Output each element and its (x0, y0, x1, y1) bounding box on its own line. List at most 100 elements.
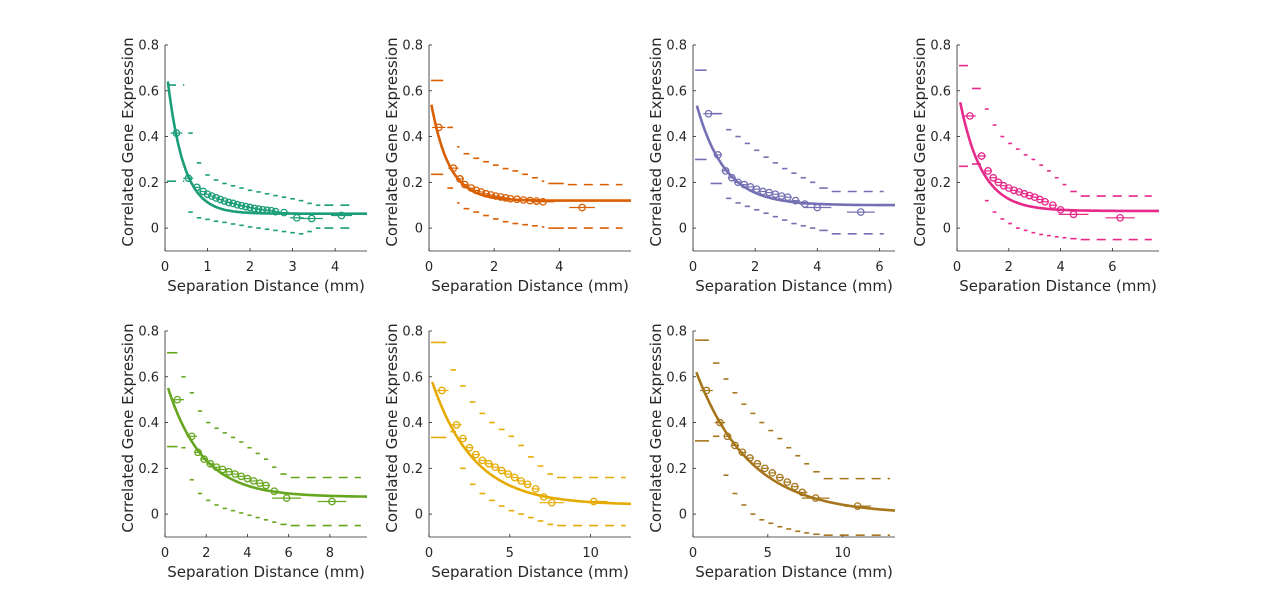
x-axis-label: Separation Distance (mm) (431, 563, 629, 581)
y-axis-label: Correlated Gene Expression (647, 323, 665, 532)
x-axis-label: Separation Distance (mm) (167, 563, 365, 581)
data-point (187, 432, 196, 441)
series-group (695, 69, 895, 235)
data-point (241, 202, 250, 211)
data-point (768, 469, 777, 477)
x-tick-label: 2 (202, 546, 210, 561)
series-group (695, 339, 895, 536)
x-axis-label: Separation Distance (mm) (959, 277, 1157, 295)
x-tick-label: 8 (326, 546, 334, 561)
data-point (460, 180, 469, 189)
data-point (220, 197, 229, 205)
data-point (539, 197, 547, 206)
x-tick-label: 10 (582, 546, 599, 561)
y-tick-label: 0 (679, 222, 687, 237)
data-point (775, 473, 784, 482)
data-point (434, 123, 443, 132)
data-point (1020, 189, 1029, 198)
x-axis-label: Separation Distance (mm) (695, 563, 893, 581)
data-point (1048, 201, 1057, 210)
data-point (727, 173, 736, 182)
data-point (307, 214, 316, 223)
data-point (491, 192, 500, 200)
data-point (484, 459, 493, 468)
fit-curve (430, 104, 631, 202)
y-tick-label: 0.4 (930, 130, 951, 145)
x-tick-label: 2 (751, 260, 759, 275)
data-point (723, 432, 732, 441)
y-tick-label: 0.2 (138, 176, 159, 191)
fit-curve (166, 387, 367, 498)
data-point (212, 194, 220, 202)
data-point (203, 190, 212, 199)
data-point (496, 193, 505, 201)
data-point (200, 455, 209, 464)
data-point (977, 152, 986, 160)
data-point (477, 188, 485, 196)
data-point (478, 456, 487, 465)
data-point (246, 203, 254, 212)
data-point (966, 112, 974, 120)
data-point (791, 196, 800, 205)
data-point (206, 459, 215, 468)
data-point (731, 441, 739, 450)
x-tick-label: 2 (246, 260, 254, 275)
y-tick-label: 0 (943, 222, 951, 237)
y-tick-label: 0.4 (666, 130, 687, 145)
data-point (216, 195, 225, 204)
y-axis-label: Correlated Gene Expression (383, 323, 401, 532)
data-point (193, 183, 201, 192)
data-point (465, 443, 474, 452)
x-tick-label: 3 (288, 260, 296, 275)
data-point (783, 478, 792, 486)
y-tick-label: 0 (415, 508, 423, 523)
data-point (452, 420, 461, 429)
data-point (790, 482, 799, 491)
data-point (578, 203, 586, 212)
data-point (262, 481, 270, 490)
x-tick-label: 4 (813, 260, 821, 275)
x-tick-label: 2 (1005, 260, 1013, 275)
series-group (166, 81, 367, 235)
data-point (738, 448, 747, 457)
data-point (704, 109, 713, 118)
y-tick-label: 0.8 (402, 39, 423, 54)
y-tick-label: 0.8 (666, 325, 687, 340)
y-tick-label: 0.4 (138, 130, 159, 145)
series-group (430, 341, 631, 527)
data-point (989, 173, 998, 182)
x-tick-label: 0 (953, 260, 961, 275)
data-point (229, 199, 237, 208)
data-point (1116, 213, 1125, 222)
data-point (811, 494, 820, 502)
y-tick-label: 0.8 (138, 39, 159, 54)
data-point (194, 448, 202, 457)
x-tick-label: 0 (161, 260, 169, 275)
data-point (1041, 197, 1049, 206)
fit-curve (958, 102, 1159, 213)
y-tick-label: 0.2 (666, 462, 687, 477)
x-tick-label: 4 (1056, 260, 1064, 275)
y-tick-label: 0.6 (930, 84, 951, 99)
y-tick-label: 0 (151, 222, 159, 237)
y-tick-label: 0 (151, 508, 159, 523)
y-axis-label: Correlated Gene Expression (383, 37, 401, 246)
x-tick-label: 2 (490, 260, 498, 275)
y-axis-label: Correlated Gene Expression (647, 37, 665, 246)
data-point (482, 189, 490, 198)
data-point (721, 167, 730, 175)
x-tick-label: 1 (203, 260, 211, 275)
y-tick-label: 0 (679, 508, 687, 523)
data-point (760, 464, 769, 473)
y-tick-label: 0.8 (666, 39, 687, 54)
y-axis-label: Correlated Gene Expression (119, 37, 137, 246)
data-point (531, 485, 540, 493)
data-point (438, 386, 446, 395)
data-point (523, 480, 532, 489)
data-point (487, 191, 495, 199)
data-point (173, 395, 182, 404)
data-point (783, 193, 792, 202)
x-tick-label: 4 (555, 260, 563, 275)
data-point (184, 174, 193, 183)
x-tick-label: 5 (506, 546, 514, 561)
